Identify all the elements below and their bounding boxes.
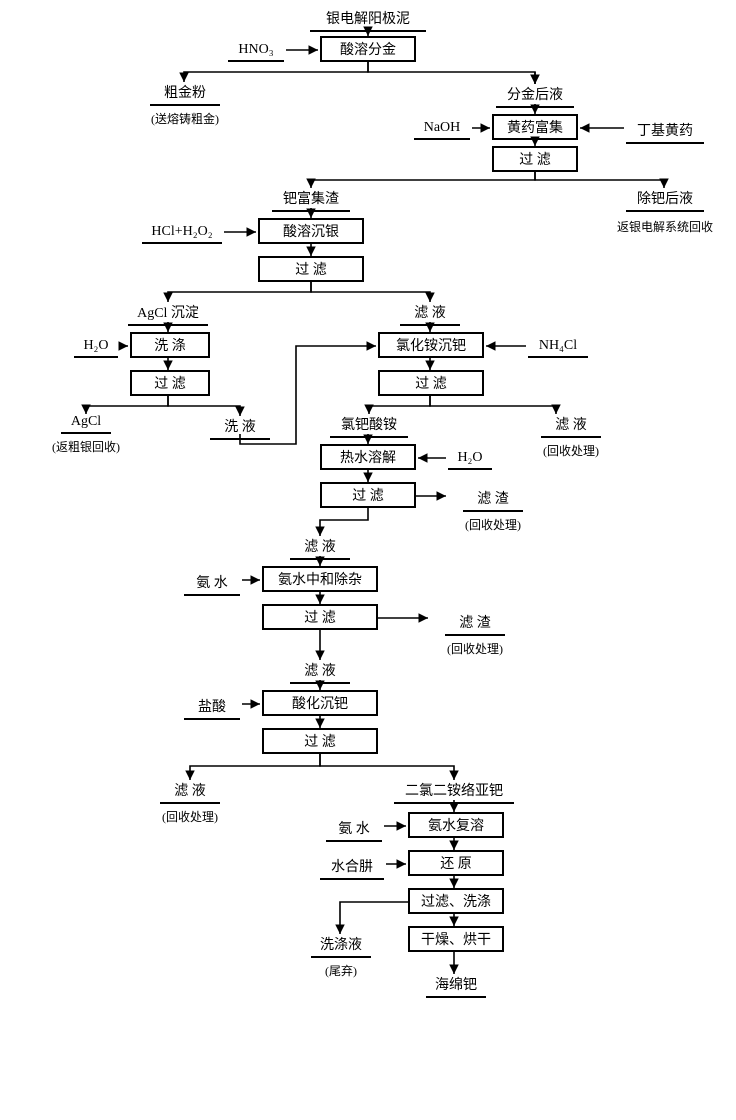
flow-arrows — [0, 0, 736, 1120]
